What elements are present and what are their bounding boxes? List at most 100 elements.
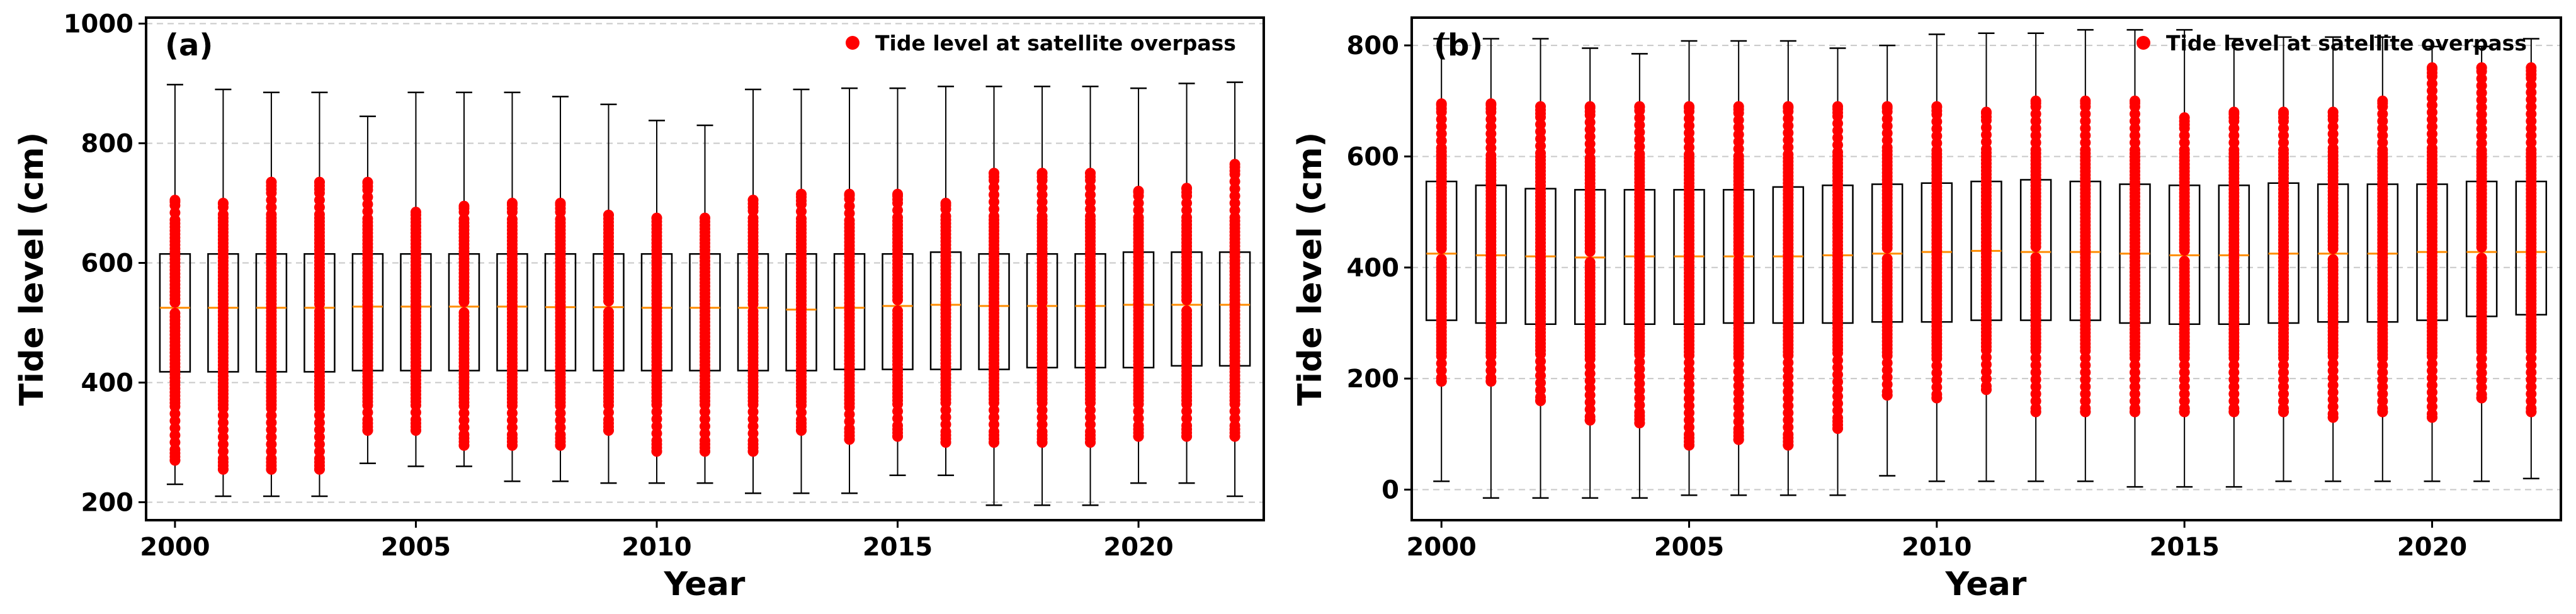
overpass-point-max [1584,101,1596,112]
overpass-point-min [1181,431,1193,442]
panel-b-y-axis-title: Tide level (cm) [1291,132,1329,406]
overpass-point [458,307,470,318]
overpass-point-min [2476,392,2487,404]
y-tick-label: 600 [1347,142,1400,171]
overpass-point-max [1535,101,1546,112]
overpass-points-2014 [844,188,855,445]
overpass-point-max [2080,95,2091,106]
y-tick-label: 1000 [64,10,133,39]
overpass-point-min [651,446,662,457]
overpass-point-max [1133,186,1144,196]
overpass-points-2010 [1931,101,1943,404]
x-tick-label: 2005 [1654,533,1724,562]
overpass-point-max [1036,168,1048,179]
overpass-point-max [217,198,229,208]
y-tick-label: 600 [81,249,134,278]
overpass-point [1881,253,1893,264]
panel-b-chart: 0 200 400 600 800 2000 2005 2010 2015 2020 (b) Ti… [1291,16,2562,603]
overpass-points-2002 [1535,101,1546,406]
legend-marker [2136,36,2150,50]
overpass-point-min [844,434,855,445]
overpass-points-2021 [1181,183,1193,442]
overpass-points-2005 [1684,101,1695,451]
legend-label: Tide level at satellite overpass [2166,31,2527,55]
overpass-point-max [892,188,904,200]
overpass-point-min [458,440,470,451]
overpass-points-2011 [1981,106,1992,395]
overpass-points-2012 [2030,95,2041,418]
y-tick-label: 200 [81,489,134,518]
overpass-point-min [796,425,807,436]
panel-b-plot-frame [1410,16,2562,521]
overpass-point-min [1584,414,1596,426]
overpass-point-max [555,198,566,208]
overpass-point-max [2179,112,2190,123]
overpass-point-min [2129,406,2140,418]
panel-a-legend: Tide level at satellite overpass [846,31,1236,55]
overpass-point-max [2327,106,2339,118]
overpass-points-2003 [1584,101,1596,426]
overpass-point-min [1684,440,1695,451]
overpass-point-max [169,195,181,206]
overpass-point-min [1634,418,1645,429]
y-tick-label: 200 [1347,365,1400,394]
overpass-point-max [1436,98,1447,110]
overpass-point-max [2278,106,2289,118]
overpass-points-2000 [1436,98,1447,387]
overpass-point-max [410,207,421,218]
y-tick-label: 0 [1382,476,1399,505]
y-tick-label: 800 [1347,31,1400,60]
overpass-point-max [1783,101,1794,112]
panel-a-plot-frame [145,16,1265,521]
overpass-points-2012 [747,195,759,457]
overpass-point-min [1981,384,1992,395]
x-tick-label: 2010 [1902,533,1972,562]
overpass-points-2016 [940,198,951,448]
overpass-points-2018 [2327,106,2339,423]
overpass-point-min [1036,437,1048,448]
overpass-point-max [940,198,951,208]
x-tick-label: 2020 [2397,533,2467,562]
overpass-point-max [844,188,855,200]
overpass-point-min [603,425,614,436]
x-tick-label: 2015 [863,533,933,562]
overpass-point-max [1981,106,1992,118]
overpass-points-2021 [2476,62,2487,404]
overpass-point-max [1181,183,1193,194]
overpass-point-max [1881,101,1893,112]
overpass-point-min [1229,431,1240,442]
overpass-points-2000 [169,195,181,466]
overpass-point-max [266,176,277,188]
overpass-point-max [1229,159,1240,170]
overpass-point [2327,254,2339,265]
overpass-point-min [217,463,229,475]
overpass-points-2014 [2129,95,2140,418]
overpass-point-min [989,437,1000,448]
overpass-points-2013 [796,188,807,436]
x-tick-label: 2015 [2149,533,2219,562]
y-tick-label: 400 [81,369,134,398]
overpass-points-2003 [314,176,325,475]
overpass-point-min [1733,434,1744,445]
overpass-points-2004 [362,176,373,436]
overpass-point-min [2526,406,2537,418]
overpass-point-min [1783,440,1794,451]
panel-a-y-axis-title: Tide level (cm) [13,132,51,406]
x-tick-label: 2010 [621,533,691,562]
overpass-points-2018 [1036,168,1048,448]
overpass-point-min [410,425,421,436]
overpass-point-max [651,212,662,224]
overpass-point-min [1535,395,1546,406]
overpass-points-2006 [458,200,470,451]
overpass-point-min [2377,406,2388,418]
overpass-point-max [1684,101,1695,112]
overpass-point-min [892,431,904,442]
overpass-point-max [2030,95,2041,106]
panel-b-label: (b) [1434,28,1483,63]
overpass-point [1584,256,1596,268]
overpass-point [2030,252,2041,263]
panel-a-label: (a) [165,28,213,63]
overpass-point-max [2476,62,2487,73]
x-tick-label: 2000 [140,533,210,562]
overpass-point-min [1085,437,1096,448]
